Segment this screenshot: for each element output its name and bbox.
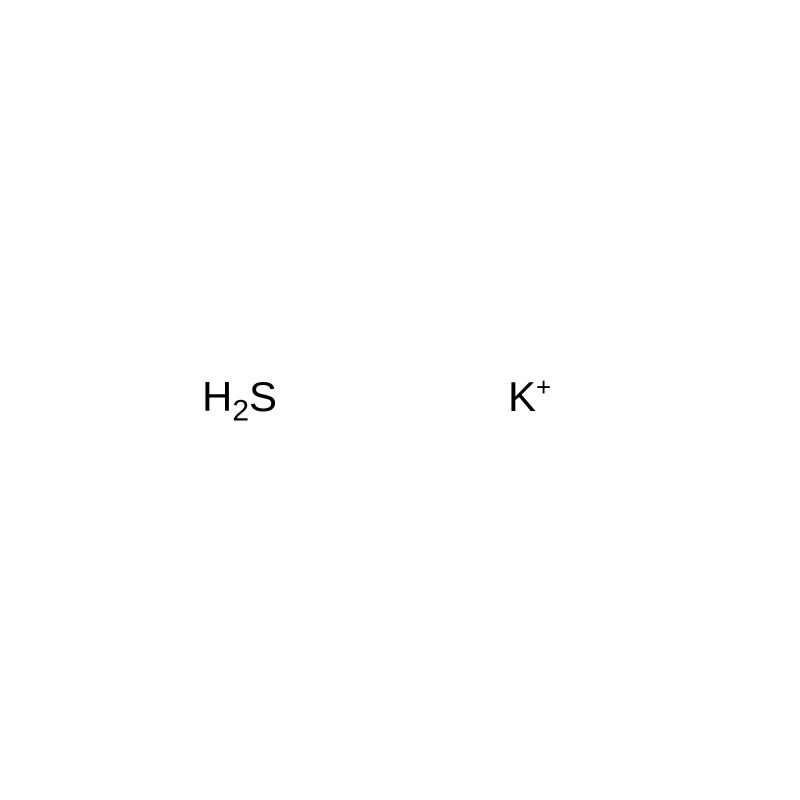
element-symbol: S (249, 373, 277, 420)
element-symbol: H (202, 373, 232, 420)
formula-h2s: H2S (202, 376, 277, 418)
formula-k+: K+ (508, 376, 551, 418)
subscript: 2 (232, 394, 249, 427)
superscript: + (536, 372, 551, 402)
element-symbol: K (508, 373, 536, 420)
